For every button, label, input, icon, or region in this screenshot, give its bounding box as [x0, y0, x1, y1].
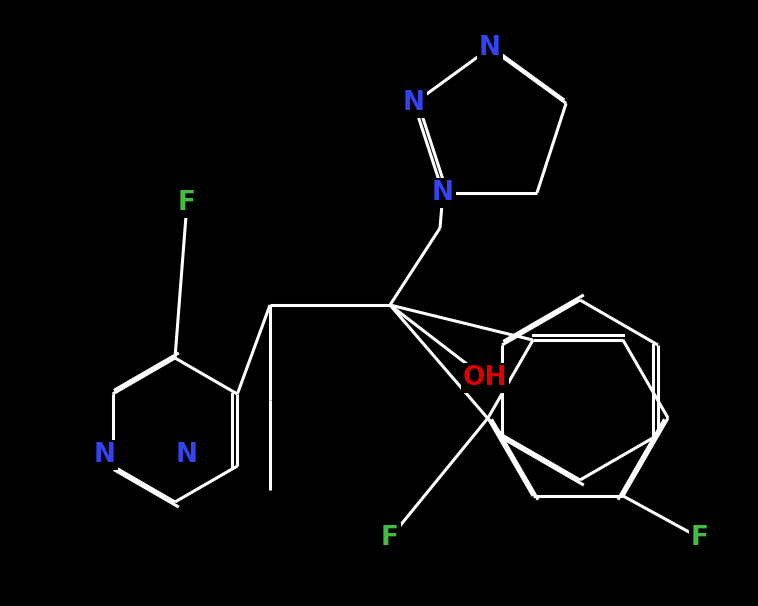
Text: N: N: [403, 90, 425, 116]
Text: N: N: [176, 442, 198, 468]
Text: N: N: [94, 442, 116, 468]
Text: N: N: [432, 180, 454, 205]
Text: N: N: [479, 35, 501, 61]
Text: F: F: [381, 525, 399, 551]
Text: F: F: [178, 190, 196, 216]
Text: OH: OH: [462, 365, 507, 391]
Text: F: F: [691, 525, 709, 551]
